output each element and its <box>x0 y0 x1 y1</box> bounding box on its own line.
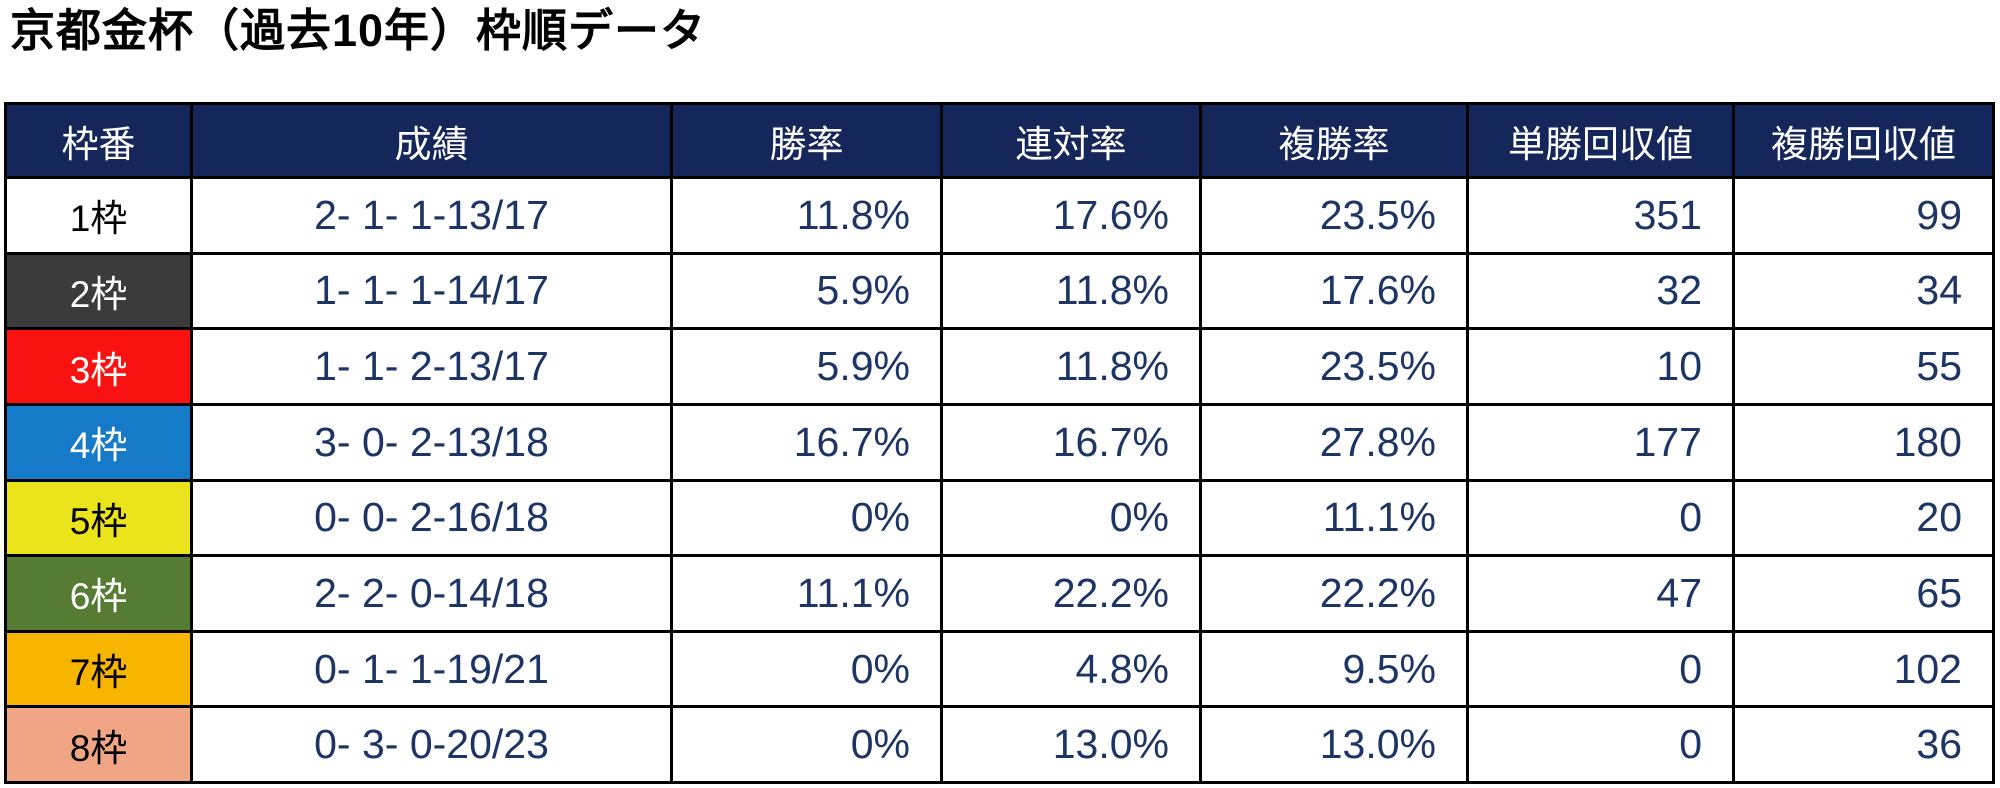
rentai-rate-cell: 17.6% <box>940 176 1202 255</box>
waku-cell: 8枠 <box>4 705 193 784</box>
record-cell: 3- 0- 2-13/18 <box>190 402 673 482</box>
rentai-rate-cell: 11.8% <box>940 251 1202 331</box>
tansho-payback-cell: 177 <box>1466 402 1735 482</box>
table-row: 5枠 0- 0- 2-16/18 0% 0% 11.1% 0 20 <box>4 478 1995 558</box>
rentai-rate-cell: 16.7% <box>940 402 1202 482</box>
rentai-rate-cell: 11.8% <box>940 327 1202 406</box>
record-cell: 2- 1- 1-13/17 <box>190 176 673 255</box>
fukusho-payback-cell: 55 <box>1732 327 1995 406</box>
fukusho-payback-cell: 20 <box>1732 478 1995 558</box>
tansho-payback-cell: 32 <box>1466 251 1735 331</box>
waku-cell: 4枠 <box>4 402 193 482</box>
record-cell: 0- 1- 1-19/21 <box>190 629 673 709</box>
fukusho-rate-cell: 23.5% <box>1199 327 1469 406</box>
tansho-payback-cell: 0 <box>1466 705 1735 784</box>
tansho-payback-cell: 10 <box>1466 327 1735 406</box>
waku-data-table: 枠番 成績 勝率 連対率 複勝率 単勝回収値 複勝回収値 1枠 2- 1- 1-… <box>4 102 1995 784</box>
fukusho-payback-cell: 36 <box>1732 705 1995 784</box>
col-header-record: 成績 <box>190 102 673 179</box>
tansho-payback-cell: 47 <box>1466 554 1735 633</box>
col-header-fukusho-rate: 複勝率 <box>1199 102 1469 179</box>
fukusho-payback-cell: 99 <box>1732 176 1995 255</box>
win-rate-cell: 0% <box>670 478 943 558</box>
record-cell: 1- 1- 2-13/17 <box>190 327 673 406</box>
waku-cell: 2枠 <box>4 251 193 331</box>
rentai-rate-cell: 13.0% <box>940 705 1202 784</box>
col-header-fukusho-payback: 複勝回収値 <box>1732 102 1995 179</box>
table-row: 1枠 2- 1- 1-13/17 11.8% 17.6% 23.5% 351 9… <box>4 176 1995 255</box>
header-row: 枠番 成績 勝率 連対率 複勝率 単勝回収値 複勝回収値 <box>4 102 1995 179</box>
col-header-rentai-rate: 連対率 <box>940 102 1202 179</box>
waku-cell: 7枠 <box>4 629 193 709</box>
fukusho-payback-cell: 102 <box>1732 629 1995 709</box>
tansho-payback-cell: 0 <box>1466 478 1735 558</box>
rentai-rate-cell: 22.2% <box>940 554 1202 633</box>
record-cell: 2- 2- 0-14/18 <box>190 554 673 633</box>
col-header-win-rate: 勝率 <box>670 102 943 179</box>
rentai-rate-cell: 4.8% <box>940 629 1202 709</box>
fukusho-payback-cell: 180 <box>1732 402 1995 482</box>
table-row: 2枠 1- 1- 1-14/17 5.9% 11.8% 17.6% 32 34 <box>4 251 1995 331</box>
fukusho-rate-cell: 17.6% <box>1199 251 1469 331</box>
table-row: 4枠 3- 0- 2-13/18 16.7% 16.7% 27.8% 177 1… <box>4 402 1995 482</box>
fukusho-payback-cell: 34 <box>1732 251 1995 331</box>
rentai-rate-cell: 0% <box>940 478 1202 558</box>
waku-cell: 3枠 <box>4 327 193 406</box>
table-row: 8枠 0- 3- 0-20/23 0% 13.0% 13.0% 0 36 <box>4 705 1995 784</box>
page-title: 京都金杯（過去10年）枠順データ <box>10 5 707 56</box>
table-row: 3枠 1- 1- 2-13/17 5.9% 11.8% 23.5% 10 55 <box>4 327 1995 406</box>
col-header-tansho-payback: 単勝回収値 <box>1466 102 1735 179</box>
fukusho-rate-cell: 13.0% <box>1199 705 1469 784</box>
win-rate-cell: 0% <box>670 629 943 709</box>
fukusho-rate-cell: 23.5% <box>1199 176 1469 255</box>
fukusho-rate-cell: 27.8% <box>1199 402 1469 482</box>
fukusho-rate-cell: 9.5% <box>1199 629 1469 709</box>
win-rate-cell: 5.9% <box>670 251 943 331</box>
fukusho-rate-cell: 11.1% <box>1199 478 1469 558</box>
record-cell: 0- 3- 0-20/23 <box>190 705 673 784</box>
win-rate-cell: 11.1% <box>670 554 943 633</box>
record-cell: 0- 0- 2-16/18 <box>190 478 673 558</box>
win-rate-cell: 5.9% <box>670 327 943 406</box>
col-header-waku: 枠番 <box>4 102 193 179</box>
tansho-payback-cell: 351 <box>1466 176 1735 255</box>
waku-cell: 6枠 <box>4 554 193 633</box>
fukusho-rate-cell: 22.2% <box>1199 554 1469 633</box>
fukusho-payback-cell: 65 <box>1732 554 1995 633</box>
tansho-payback-cell: 0 <box>1466 629 1735 709</box>
waku-cell: 1枠 <box>4 176 193 255</box>
waku-cell: 5枠 <box>4 478 193 558</box>
win-rate-cell: 11.8% <box>670 176 943 255</box>
win-rate-cell: 16.7% <box>670 402 943 482</box>
record-cell: 1- 1- 1-14/17 <box>190 251 673 331</box>
table-row: 6枠 2- 2- 0-14/18 11.1% 22.2% 22.2% 47 65 <box>4 554 1995 633</box>
win-rate-cell: 0% <box>670 705 943 784</box>
table-row: 7枠 0- 1- 1-19/21 0% 4.8% 9.5% 0 102 <box>4 629 1995 709</box>
